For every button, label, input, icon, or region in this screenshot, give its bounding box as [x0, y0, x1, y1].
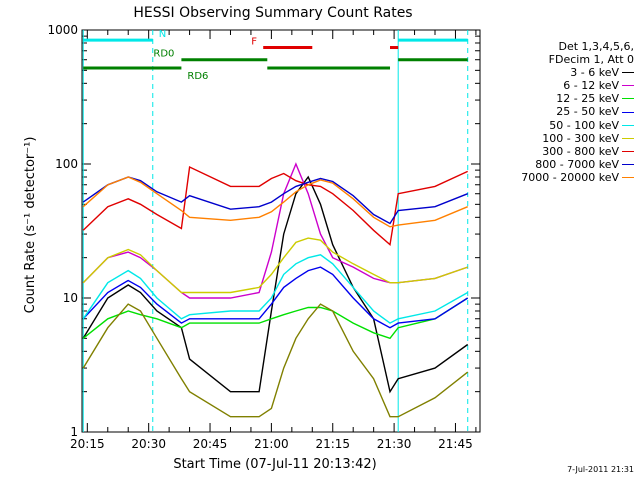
- legend-entry-7: 800 - 7000 keV: [488, 158, 634, 171]
- legend-swatch: [622, 124, 634, 126]
- legend-swatch: [622, 111, 634, 113]
- y-axis-label: Count Rate (s⁻¹ detector⁻¹): [23, 137, 38, 314]
- legend-swatch: [622, 98, 634, 100]
- legend-label: 6 - 12 keV: [563, 79, 619, 93]
- flag-label-RD0: RD0: [153, 49, 174, 60]
- x-tick-label: 21:45: [438, 437, 473, 451]
- plot-area: 1 10 100 1000 20:15 20:30 20:45 21:00 21:15 21:30…: [47, 23, 481, 451]
- x-axis-label: Start Time (07-Jul-11 20:13:42): [173, 457, 376, 472]
- x-tick-label: 21:30: [377, 437, 412, 451]
- series-line-0: [82, 175, 469, 394]
- legend-swatch: [622, 72, 634, 74]
- legend-label: 800 - 7000 keV: [535, 157, 619, 171]
- legend-entry-0: 3 - 6 keV: [488, 66, 634, 79]
- legend-label: 100 - 300 keV: [542, 131, 619, 145]
- x-tick-label: 20:45: [193, 437, 228, 451]
- y-tick-label: 1: [70, 425, 78, 439]
- series-line-9: [82, 303, 469, 418]
- legend-entry-1: 6 - 12 keV: [488, 79, 634, 92]
- plot-frame: [81, 29, 481, 433]
- legend-swatch: [622, 176, 634, 178]
- legend-label: 300 - 800 keV: [542, 144, 619, 158]
- legend-entry-2: 12 - 25 keV: [488, 92, 634, 105]
- series-line-6: [82, 165, 468, 247]
- flag-label-RD6: RD6: [187, 71, 208, 82]
- legend-entry-3: 25 - 50 keV: [488, 105, 634, 118]
- legend-swatch: [622, 163, 634, 165]
- series-line-3: [82, 266, 469, 329]
- y-tick-label: 100: [55, 157, 78, 171]
- legend-label: 7000 - 20000 keV: [521, 170, 619, 184]
- x-tick-label: 21:15: [315, 437, 350, 451]
- y-tick-label: 1000: [47, 23, 78, 37]
- timestamp: 7-Jul-2011 21:31: [567, 465, 634, 474]
- y-tick-label: 10: [63, 291, 78, 305]
- x-tick-label: 20:30: [131, 437, 166, 451]
- series-line-4: [82, 254, 469, 324]
- legend-entry-5: 100 - 300 keV: [488, 132, 634, 145]
- legend-swatch: [622, 150, 634, 152]
- series-line-2: [82, 297, 469, 340]
- legend-entry-4: 50 - 100 keV: [488, 119, 634, 132]
- legend-entry-8: 7000 - 20000 keV: [488, 171, 634, 184]
- legend-header: FDecim 1, Att 0: [548, 53, 634, 67]
- legend-label: 3 - 6 keV: [570, 66, 619, 80]
- x-tick-label: 21:00: [254, 437, 289, 451]
- flag-label-F: F: [251, 37, 257, 48]
- legend-entry-6: 300 - 800 keV: [488, 145, 634, 158]
- legend-swatch: [622, 137, 634, 139]
- flag-label-N: N: [159, 29, 166, 40]
- legend-label: 25 - 50 keV: [556, 105, 619, 119]
- x-tick-label: 20:15: [70, 437, 105, 451]
- legend-swatch: [622, 85, 634, 87]
- legend-label: 50 - 100 keV: [549, 118, 619, 132]
- series-line-7: [82, 176, 468, 225]
- series-line-5: [82, 237, 468, 294]
- series-line-8: [82, 176, 468, 228]
- legend-header: Det 1,3,4,5,6,: [558, 40, 634, 53]
- legend-label: 12 - 25 keV: [556, 92, 619, 106]
- chart-title: HESSI Observing Summary Count Rates: [133, 5, 412, 21]
